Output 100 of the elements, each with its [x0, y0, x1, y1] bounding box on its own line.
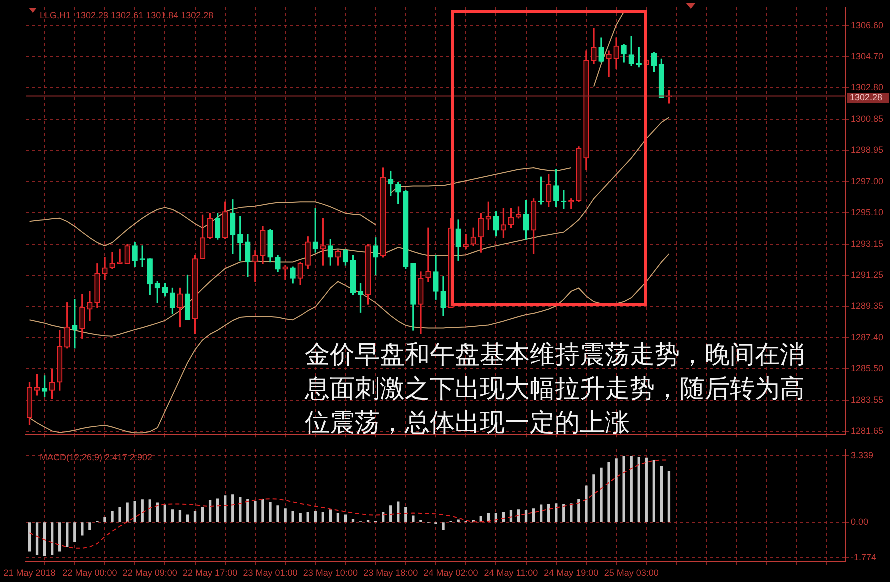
y-tick-label: 1295.10 — [851, 207, 884, 218]
bar — [208, 500, 212, 522]
x-tick-label: 23 May 18:00 — [364, 568, 418, 578]
x-tick-label: 23 May 10:00 — [303, 568, 358, 578]
y-tick-label: 0.00 — [851, 516, 869, 527]
bar — [548, 504, 550, 522]
bar — [28, 522, 32, 552]
bar — [134, 501, 136, 522]
x-tick-label: 22 May 17:00 — [183, 568, 238, 578]
bar — [517, 510, 520, 522]
bar — [88, 522, 92, 530]
bar — [397, 502, 400, 522]
y-tick-label: 1297.00 — [851, 176, 884, 186]
candlestick — [117, 248, 123, 264]
bar — [524, 510, 528, 522]
bar — [329, 510, 332, 522]
candlestick — [606, 50, 612, 78]
bar — [43, 522, 46, 557]
bar — [540, 504, 543, 522]
bar — [111, 512, 114, 522]
x-tick-label: 22 May 00:00 — [62, 568, 118, 578]
y-tick-label: 1281.65 — [851, 426, 884, 436]
bar — [570, 504, 573, 522]
x-tick-label: 24 May 02:00 — [424, 568, 478, 578]
bar — [615, 458, 618, 522]
x-tick-label: 22 May 09:00 — [122, 568, 178, 578]
y-tick-label: 1306.60 — [851, 20, 884, 31]
bar — [555, 504, 558, 522]
bar — [412, 516, 415, 522]
bar — [314, 512, 317, 522]
bar — [645, 458, 648, 522]
bar — [118, 506, 122, 522]
bar — [336, 513, 340, 522]
x-tick-label: 24 May 11:00 — [484, 568, 538, 578]
bar — [178, 510, 182, 522]
bar — [104, 517, 106, 522]
bar — [382, 512, 385, 522]
y-tick-label: 1298.95 — [851, 144, 884, 155]
bar — [276, 506, 280, 522]
bar — [36, 522, 39, 555]
bar — [232, 494, 234, 522]
bar — [262, 499, 264, 522]
bar — [668, 471, 671, 522]
bar — [269, 502, 272, 522]
bar — [652, 460, 656, 522]
candlestick — [87, 291, 93, 322]
ref-line-label: 1302.28 — [850, 92, 883, 103]
x-tick-label: 25 May 03:00 — [604, 568, 659, 578]
y-tick-label: 1287.40 — [851, 332, 884, 342]
bar — [532, 508, 536, 522]
bar — [164, 504, 167, 522]
bar — [638, 457, 640, 522]
y-tick-label: 3.339 — [851, 450, 874, 460]
y-tick-label: -1.774 — [851, 552, 877, 562]
bar — [126, 502, 129, 522]
y-tick-label: 1285.50 — [851, 363, 884, 374]
x-tick-label: 23 May 01:00 — [243, 568, 298, 578]
bar — [284, 508, 287, 522]
bar — [58, 522, 62, 552]
y-tick-label: 1304.70 — [851, 51, 884, 62]
bar — [306, 512, 310, 522]
x-tick-label: 21 May 2018 — [4, 568, 56, 578]
bar — [194, 512, 197, 522]
bar — [156, 502, 159, 522]
bar — [600, 468, 603, 522]
bar — [141, 500, 144, 522]
bar — [630, 456, 633, 522]
bar — [171, 510, 174, 522]
bar — [344, 514, 348, 522]
bar — [201, 507, 204, 522]
candlestick — [426, 228, 432, 282]
bar — [292, 512, 294, 522]
y-tick-label: 1293.15 — [851, 239, 884, 250]
annotation: 金价早盘和午盘基本维持震荡走势，晚间在消息面刺激之下出现大幅拉升走势，随后转为高位震荡，总体出现一定的上涨 — [305, 339, 806, 438]
bar — [352, 519, 355, 522]
bar — [186, 514, 190, 522]
y-tick-label: 1291.25 — [851, 270, 884, 280]
bar — [51, 522, 54, 556]
bar — [148, 500, 152, 522]
candlestick — [102, 257, 108, 280]
bar — [322, 512, 324, 522]
y-tick-label: 1289.35 — [851, 300, 884, 311]
bar — [239, 497, 242, 522]
bar — [246, 499, 250, 522]
bar — [224, 496, 227, 522]
bar — [457, 520, 460, 522]
bar — [390, 506, 392, 522]
candlestick — [252, 250, 258, 282]
bar — [66, 522, 69, 548]
bar — [608, 462, 610, 522]
bar — [585, 486, 588, 522]
bar — [562, 504, 566, 522]
bar — [216, 498, 220, 522]
bar — [592, 474, 596, 522]
y-tick-label: 1283.55 — [851, 394, 884, 405]
bar — [254, 501, 257, 522]
bar — [622, 456, 626, 522]
bar — [442, 522, 445, 530]
bar — [81, 522, 84, 536]
x-tick-label: 24 May 19:00 — [544, 568, 599, 578]
